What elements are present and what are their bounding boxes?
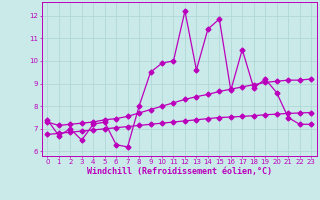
X-axis label: Windchill (Refroidissement éolien,°C): Windchill (Refroidissement éolien,°C) [87, 167, 272, 176]
